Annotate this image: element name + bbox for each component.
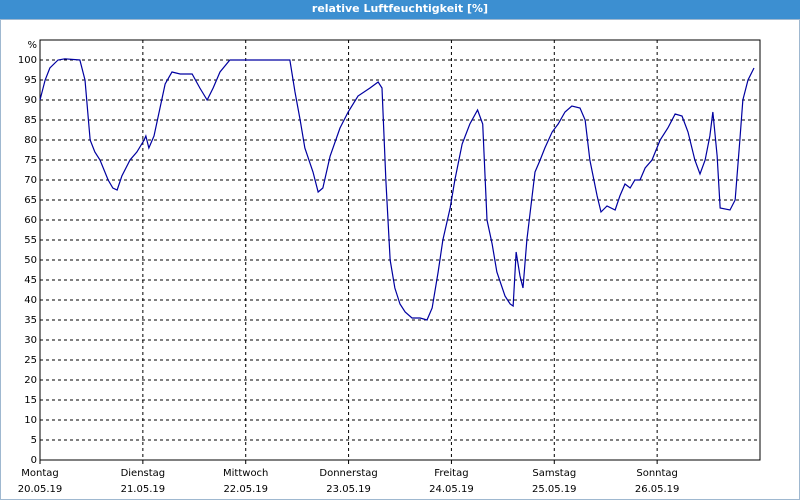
x-tick-date: 25.05.19 bbox=[532, 484, 577, 495]
y-tick-label: 45 bbox=[24, 275, 37, 286]
y-tick-label: 5 bbox=[31, 435, 37, 446]
x-tick-date: 23.05.19 bbox=[326, 484, 371, 495]
plot-frame bbox=[39, 39, 761, 461]
y-tick-label: 20 bbox=[24, 375, 37, 386]
x-tick-date: 24.05.19 bbox=[429, 484, 474, 495]
chart-title: relative Luftfeuchtigkeit [%] bbox=[312, 2, 488, 15]
y-tick-label: 70 bbox=[24, 175, 37, 186]
x-tick-label: Mittwoch bbox=[223, 468, 268, 479]
y-tick-label: 75 bbox=[24, 155, 37, 166]
x-tick-label: Sonntag bbox=[636, 468, 678, 479]
y-tick-label: 100 bbox=[18, 55, 37, 66]
y-tick-label: 80 bbox=[24, 135, 37, 146]
y-tick-label: 15 bbox=[24, 395, 37, 406]
y-tick-label: 85 bbox=[24, 115, 37, 126]
y-tick-label: 50 bbox=[24, 255, 37, 266]
x-tick-label: Montag bbox=[21, 468, 58, 479]
y-tick-label: 35 bbox=[24, 315, 37, 326]
x-tick-date: 21.05.19 bbox=[121, 484, 166, 495]
title-bar bbox=[0, 0, 800, 19]
x-tick-label: Samstag bbox=[532, 468, 576, 479]
y-tick-label: 0 bbox=[31, 455, 37, 466]
y-tick-label: 95 bbox=[24, 75, 37, 86]
y-tick-label: 55 bbox=[24, 235, 37, 246]
y-axis-label: % bbox=[27, 40, 37, 51]
x-tick-date: 26.05.19 bbox=[635, 484, 680, 495]
x-tick-date: 20.05.19 bbox=[18, 484, 63, 495]
x-tick-date: 22.05.19 bbox=[223, 484, 268, 495]
y-tick-label: 40 bbox=[24, 295, 37, 306]
y-tick-label: 90 bbox=[24, 95, 37, 106]
y-tick-label: 65 bbox=[24, 195, 37, 206]
x-tick-label: Freitag bbox=[434, 468, 468, 479]
x-tick-label: Donnerstag bbox=[319, 468, 377, 479]
data-line bbox=[39, 58, 755, 321]
y-tick-label: 10 bbox=[24, 415, 37, 426]
y-tick-label: 60 bbox=[24, 215, 37, 226]
x-tick-label: Dienstag bbox=[121, 468, 166, 479]
y-tick-label: 25 bbox=[24, 355, 37, 366]
y-tick-label: 30 bbox=[24, 335, 37, 346]
